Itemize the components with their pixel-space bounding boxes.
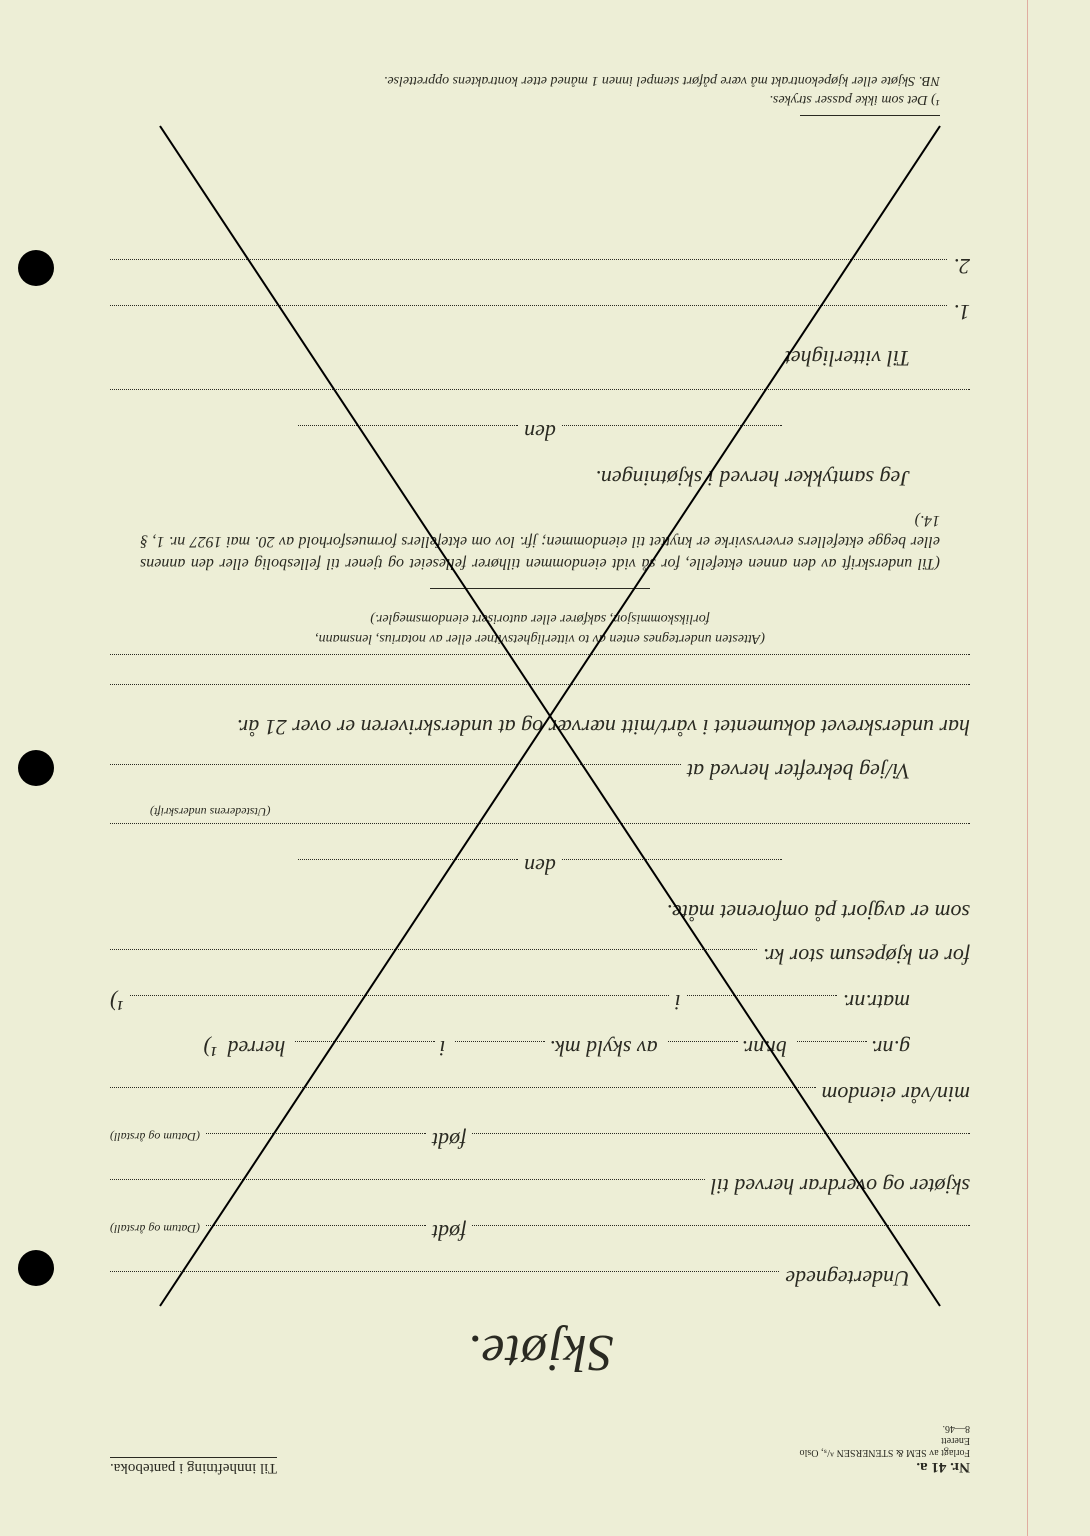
label: av skyld mk. [550,1035,658,1061]
attest-line: forlikskommisjon, sakfører eller autoris… [150,609,930,629]
sup: ¹) [204,1035,218,1061]
line-harunder: har underskrevet dokumentet i vårt/mitt … [110,714,970,740]
note: (Datum og årstall) [110,1221,200,1236]
label: i [439,1035,445,1061]
blank-field [456,1041,546,1063]
signature-line [110,389,970,411]
line-minvar: min/vår eiendom [110,1081,970,1109]
line-den-1: den [110,853,970,881]
line-skjoter: skjøter og overdrar herved til [110,1173,970,1201]
line-undertegnede: Undertegnede [110,1265,970,1293]
note: (Datum og årstall) [110,1129,200,1144]
label: matr.nr. [843,989,910,1015]
label: for en kjøpesum stor kr. [763,943,970,969]
header-row: Nr. 41 a. Forlagt av SEM & STENERSEN ᴬ/ₛ… [110,1422,970,1476]
blank-field [562,425,782,447]
line-fodt-2: født (Datum og årstall) [110,1127,970,1155]
signature-line [110,823,970,845]
blank-field [130,995,669,1017]
blank-field [110,259,948,281]
witness-2: 2. [110,253,970,281]
blank-field [687,995,837,1017]
blank-line [110,684,970,706]
label: Jeg samtykker herved i skjøtningen. [595,465,910,491]
line-vitterlighet: Til vitterlighet [110,345,970,371]
blank-field [472,1225,970,1247]
blank-field [797,1041,867,1063]
document-title: Skjøte. [110,1323,970,1382]
blank-field [110,1271,779,1293]
label: født [432,1127,466,1153]
label: Undertegnede [785,1265,910,1291]
label: født [432,1219,466,1245]
line-fodt-1: født (Datum og årstall) [110,1219,970,1247]
form-number: Nr. 41 a. [800,1458,970,1476]
witness-1: 1. [110,299,970,327]
publisher-line: 8—46. [800,1422,970,1434]
blank-field [298,425,518,447]
margin-rule [1027,0,1028,1536]
footnote-rule [800,115,940,116]
attest-note: (Attesten undertegnes enten av to vitter… [150,609,930,648]
line-vijeg: Vi/jeg bekrefter herved at [110,758,970,786]
attest-line: (Attesten undertegnes enten av to vitter… [150,628,930,648]
blank-field [110,764,681,786]
line-matrnr: matr.nr. i ¹) [110,989,970,1017]
punch-hole [18,1250,54,1286]
label: Til vitterlighet [785,345,910,371]
label: 1. [954,299,971,325]
publisher-line: Enerett [800,1434,970,1446]
punch-hole [18,750,54,786]
section-divider [430,588,650,589]
label: den [524,853,556,879]
header-right-note: Til innheftning i panteboka. [110,1457,277,1476]
document-page: Nr. 41 a. Forlagt av SEM & STENERSEN ᴬ/ₛ… [0,0,1090,1536]
label: skjøter og overdrar herved til [711,1173,970,1199]
blank-field [110,949,757,971]
blank-field [110,1179,705,1201]
line-samtykker: Jeg samtykker herved i skjøtningen. [110,465,970,491]
blank-field [562,859,782,881]
label: g.nr. [871,1035,910,1061]
label: 2. [954,253,971,279]
signature-note: (Utstederens underskrift) [110,804,970,819]
line-kjop: for en kjøpesum stor kr. [110,943,970,971]
label: som er avgjort på omforenet måte. [667,899,970,925]
line-avgjort: som er avgjort på omforenet måte. [110,899,970,925]
blank-field [472,1133,970,1155]
publisher-line: Forlagt av SEM & STENERSEN ᴬ/ₛ, Oslo [800,1446,970,1458]
label: min/vår eiendom [822,1081,970,1107]
sup: ¹) [110,989,124,1015]
label: den [524,419,556,445]
blank-field [110,305,948,327]
punch-hole [18,250,54,286]
footnote-nb: NB. Skjøte eller kjøpekontrakt må være p… [140,70,940,90]
blank-field [668,1041,738,1063]
label: i [675,989,681,1015]
header-left: Nr. 41 a. Forlagt av SEM & STENERSEN ᴬ/ₛ… [800,1422,970,1476]
footnote-1: ¹) Det som ikke passer strykes. [140,90,940,110]
blank-field [298,859,518,881]
footnotes: ¹) Det som ikke passer strykes. NB. Skjø… [140,70,940,116]
blank-line [110,654,970,676]
spouse-consent-note: (Til underskrift av den annen ektefelle,… [140,509,940,574]
blank-field [206,1225,426,1247]
line-gnr: g.nr. br.nr. av skyld mk. i herred ¹) [110,1035,970,1063]
blank-field [110,1087,816,1109]
content-area: Nr. 41 a. Forlagt av SEM & STENERSEN ᴬ/ₛ… [110,60,970,1476]
label: br.nr. [742,1035,787,1061]
blank-field [206,1133,426,1155]
label: Vi/jeg bekrefter herved at [687,758,910,784]
line-den-2: den [110,419,970,447]
label: herred [228,1035,286,1061]
blank-field [295,1041,435,1063]
label: har underskrevet dokumentet i vårt/mitt … [237,714,970,740]
